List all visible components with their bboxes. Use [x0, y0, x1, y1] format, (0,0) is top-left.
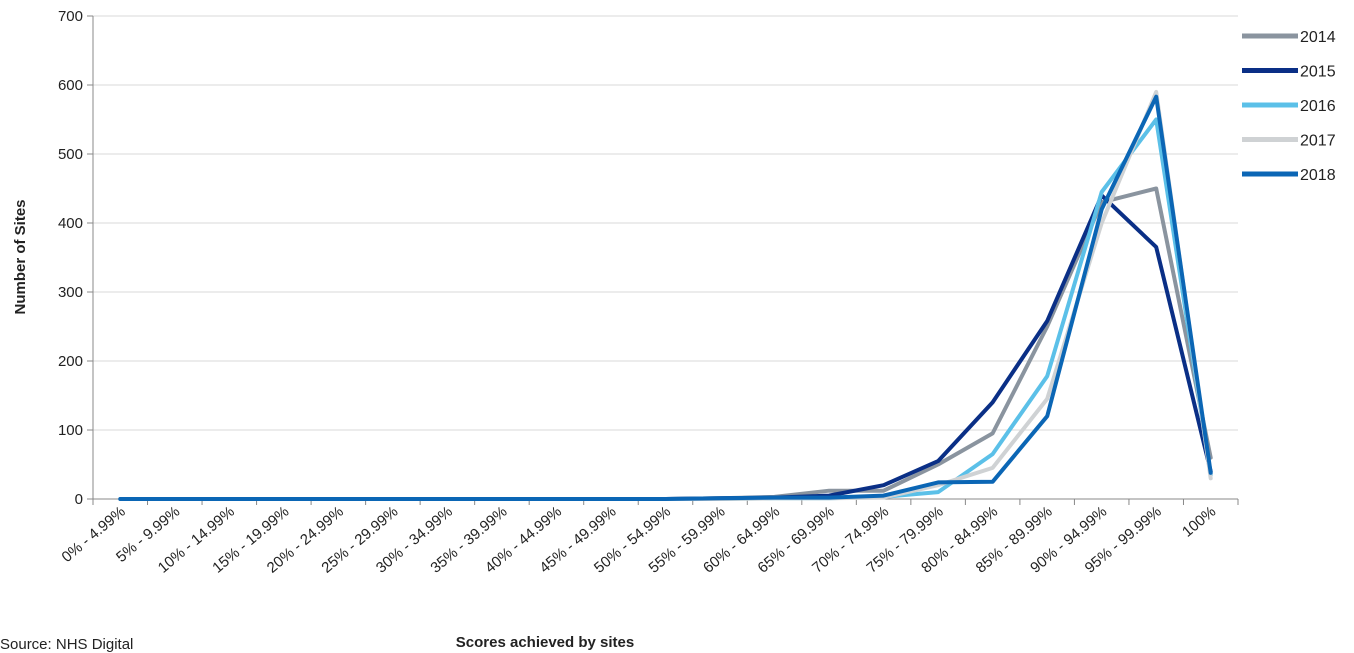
x-tick-label: 100%: [1179, 503, 1219, 541]
y-tick-label: 0: [75, 491, 83, 508]
legend-label-2017: 2017: [1300, 133, 1336, 150]
y-tick-label: 400: [58, 215, 83, 232]
axes: [87, 15, 1239, 505]
y-tick-label: 100: [58, 422, 83, 439]
series-line-2017: [118, 89, 1213, 501]
series-line-2016: [118, 117, 1213, 501]
gridlines: [93, 15, 1238, 431]
y-tick-label: 700: [58, 8, 83, 25]
x-axis-title: Scores achieved by sites: [456, 634, 634, 651]
series-lines: [118, 89, 1213, 501]
series-line-2015: [118, 193, 1213, 501]
y-tick-labels: 0 100 200 300 400 500 600 700: [58, 8, 83, 508]
y-tick-label: 200: [58, 353, 83, 370]
y-tick-label: 600: [58, 77, 83, 94]
legend-label-2016: 2016: [1300, 98, 1336, 115]
y-axis-title: Number of Sites: [12, 199, 29, 314]
legend-label-2015: 2015: [1300, 64, 1336, 81]
series-line-2018: [118, 94, 1213, 501]
x-tick-labels: 0% - 4.99%5% - 9.99%10% - 14.99%15% - 19…: [59, 503, 1220, 577]
series-line-2014: [118, 186, 1213, 501]
y-tick-label: 500: [58, 146, 83, 163]
y-tick-label: 300: [58, 284, 83, 301]
legend-label-2018: 2018: [1300, 167, 1336, 184]
legend: 2014 2015 2016 2017 2018: [1242, 29, 1336, 184]
source-note: Source: NHS Digital: [0, 636, 134, 653]
legend-label-2014: 2014: [1300, 29, 1336, 46]
